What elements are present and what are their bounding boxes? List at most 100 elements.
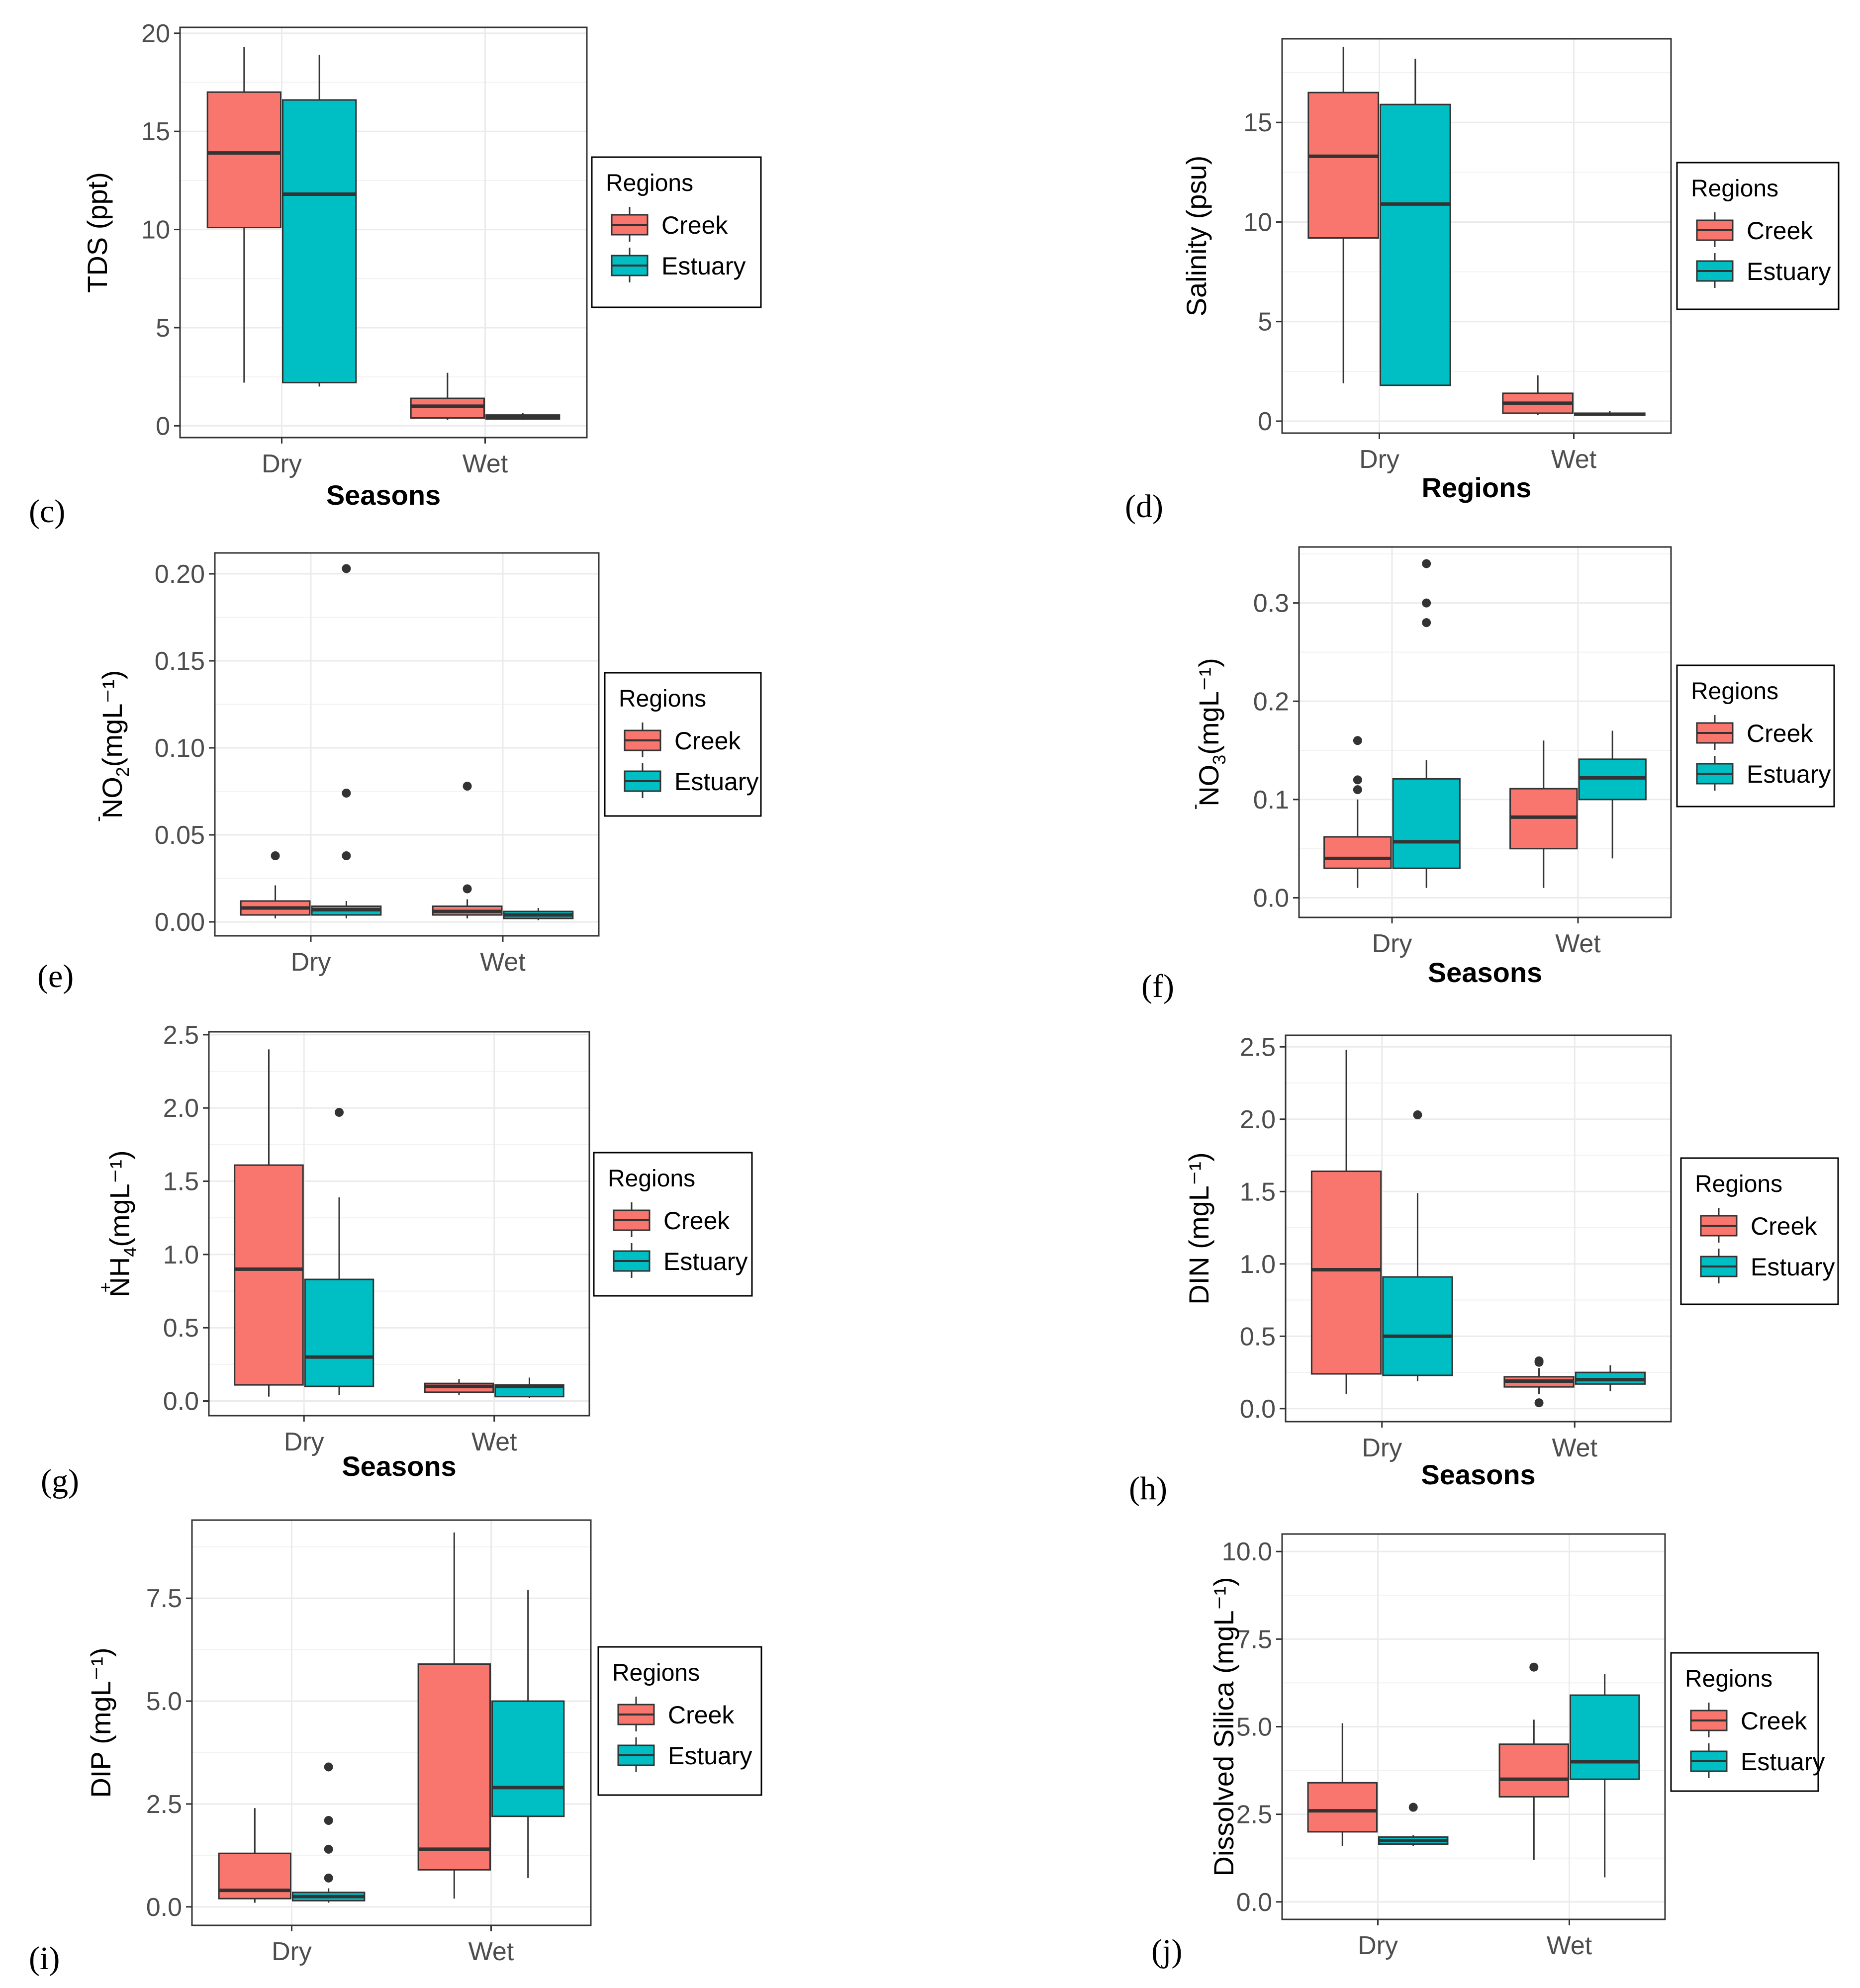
y-axis-label-main: Salinity (psu) <box>1181 156 1212 317</box>
x-axis-title: Seasons <box>342 1450 456 1482</box>
box-creek-wet <box>1509 740 1578 888</box>
plot-background <box>215 553 599 936</box>
legend: Regions Creek Estuary <box>591 156 762 308</box>
box-body <box>1380 103 1451 386</box>
panel-letter: (i) <box>29 1940 60 1977</box>
y-axis-label-main: NH <box>104 1257 135 1297</box>
legend-label-estuary: Estuary <box>668 1742 752 1770</box>
x-tick-label: Dry <box>1359 445 1399 474</box>
y-axis-label: NH4(mgL⁻¹) <box>104 1150 140 1297</box>
y-tick-label: 7.5 <box>146 1584 182 1613</box>
box-creek-wet <box>432 782 503 918</box>
legend-label-creek: Creek <box>668 1701 735 1729</box>
y-axis-label-subscript: 2 <box>112 767 133 777</box>
plot-border <box>1298 546 1672 918</box>
plot-background <box>180 27 587 438</box>
box-estuary-dry <box>1382 1110 1453 1381</box>
box-estuary-wet <box>1574 411 1646 416</box>
chart-panel-8: 0.0 2.5 5.0 7.5 10.0 Dry Wet Dissolved Silica (… <box>1151 1533 1825 1969</box>
y-tick-label: 0.1 <box>1253 786 1289 814</box>
chart-panel-4: 0.0 0.1 0.2 0.3 Dry Wet NO3(mgL⁻¹) Seasons Regio… <box>1141 546 1835 1004</box>
y-tick-label: 0.5 <box>1240 1322 1276 1351</box>
x-tick-label: Dry <box>1362 1434 1402 1462</box>
outlier-point <box>342 789 351 798</box>
y-axis-label: DIN (mgL⁻¹) <box>1183 1152 1214 1304</box>
y-axis-label: DIP (mgL⁻¹) <box>85 1647 116 1798</box>
y-axis-label-unit: (mgL⁻¹) <box>96 670 128 767</box>
x-axis-title: Seasons <box>1428 957 1542 988</box>
y-axis-label-subscript: 3 <box>1209 755 1229 765</box>
y-axis-label: NO2(mgL⁻¹) <box>96 670 133 818</box>
legend-label-creek: Creek <box>663 1207 730 1235</box>
outlier-point <box>1534 1398 1544 1408</box>
x-tick-label: Wet <box>468 1937 514 1966</box>
outlier-point <box>1534 1356 1544 1365</box>
y-tick-label: 15 <box>1243 108 1272 137</box>
y-tick-label: 0.20 <box>155 560 205 589</box>
outlier-point <box>1353 785 1362 795</box>
y-tick-label: 0.0 <box>146 1893 182 1922</box>
box-creek-wet <box>417 1532 491 1899</box>
legend-label-estuary: Estuary <box>1741 1748 1825 1776</box>
legend-title: Regions <box>1691 176 1778 202</box>
y-tick-label: 0.10 <box>155 734 205 763</box>
y-tick-label: 2.5 <box>163 1021 199 1050</box>
legend-label-estuary: Estuary <box>661 252 746 280</box>
legend-title: Regions <box>619 686 706 712</box>
y-tick-label: 0.0 <box>163 1387 199 1416</box>
y-axis-label-main: DIP (mgL⁻¹) <box>85 1647 116 1798</box>
box-estuary-wet <box>1570 1674 1640 1878</box>
box-estuary-dry <box>311 564 382 918</box>
y-tick-label: 0.2 <box>1253 687 1289 716</box>
plot-border <box>208 1031 590 1417</box>
y-axis-label: NO3(mgL⁻¹) <box>1193 658 1229 806</box>
outlier-point <box>271 851 280 860</box>
legend: Regions Creek Estuary <box>1676 162 1840 310</box>
box-estuary-wet <box>491 1590 565 1878</box>
y-tick-label: 0.3 <box>1253 589 1289 618</box>
y-tick-label: 0 <box>156 412 170 441</box>
outlier-point <box>324 1816 333 1825</box>
box-estuary-wet <box>1578 730 1647 859</box>
legend-title: Regions <box>1685 1666 1772 1692</box>
y-tick-label: 0.0 <box>1240 1395 1276 1424</box>
x-axis-title: Regions <box>1422 472 1532 503</box>
box-creek-wet <box>424 1379 494 1395</box>
box-creek-dry <box>234 1049 304 1397</box>
y-tick-label: 0 <box>1258 407 1272 436</box>
box-body <box>417 1663 491 1871</box>
box-estuary-dry <box>1380 59 1451 386</box>
y-axis-label: TDS (ppt) <box>82 172 113 293</box>
box-estuary-dry <box>282 55 357 387</box>
legend-label-creek: Creek <box>1751 1212 1817 1240</box>
x-tick-label: Wet <box>480 948 526 977</box>
legend-label-creek: Creek <box>1747 720 1813 747</box>
y-axis-label-main: Dissolved Silica (mgL⁻¹) <box>1208 1577 1239 1876</box>
x-axis-title: Seasons <box>1421 1459 1535 1490</box>
outlier-point <box>1529 1662 1539 1672</box>
legend-label-creek: Creek <box>674 727 741 755</box>
box-creek-dry <box>240 851 311 918</box>
y-tick-label: 7.5 <box>1236 1625 1272 1654</box>
box-body <box>1498 1743 1570 1798</box>
outlier-point <box>1408 1803 1418 1812</box>
box-creek-wet <box>1498 1662 1570 1860</box>
outlier-point <box>342 564 351 573</box>
outlier-point <box>324 1873 333 1883</box>
legend-label-estuary: Estuary <box>674 768 759 796</box>
legend-label-creek: Creek <box>661 211 728 239</box>
box-estuary-dry <box>304 1108 374 1395</box>
charge-superscript: - <box>1184 804 1205 810</box>
x-tick-label: Dry <box>1372 929 1412 958</box>
y-tick-label: 5 <box>1258 308 1272 337</box>
y-tick-label: 2.5 <box>146 1790 182 1819</box>
y-axis-label-subscript: 4 <box>120 1247 140 1257</box>
outlier-point <box>463 884 472 894</box>
box-body <box>491 1700 565 1817</box>
box-estuary-dry <box>1378 1803 1449 1846</box>
panel-letter: (j) <box>1151 1933 1182 1969</box>
legend-title: Regions <box>612 1660 700 1686</box>
y-tick-label: 1.5 <box>1240 1177 1276 1206</box>
panel-letter: (e) <box>37 958 74 994</box>
y-tick-label: 2.5 <box>1236 1801 1272 1829</box>
